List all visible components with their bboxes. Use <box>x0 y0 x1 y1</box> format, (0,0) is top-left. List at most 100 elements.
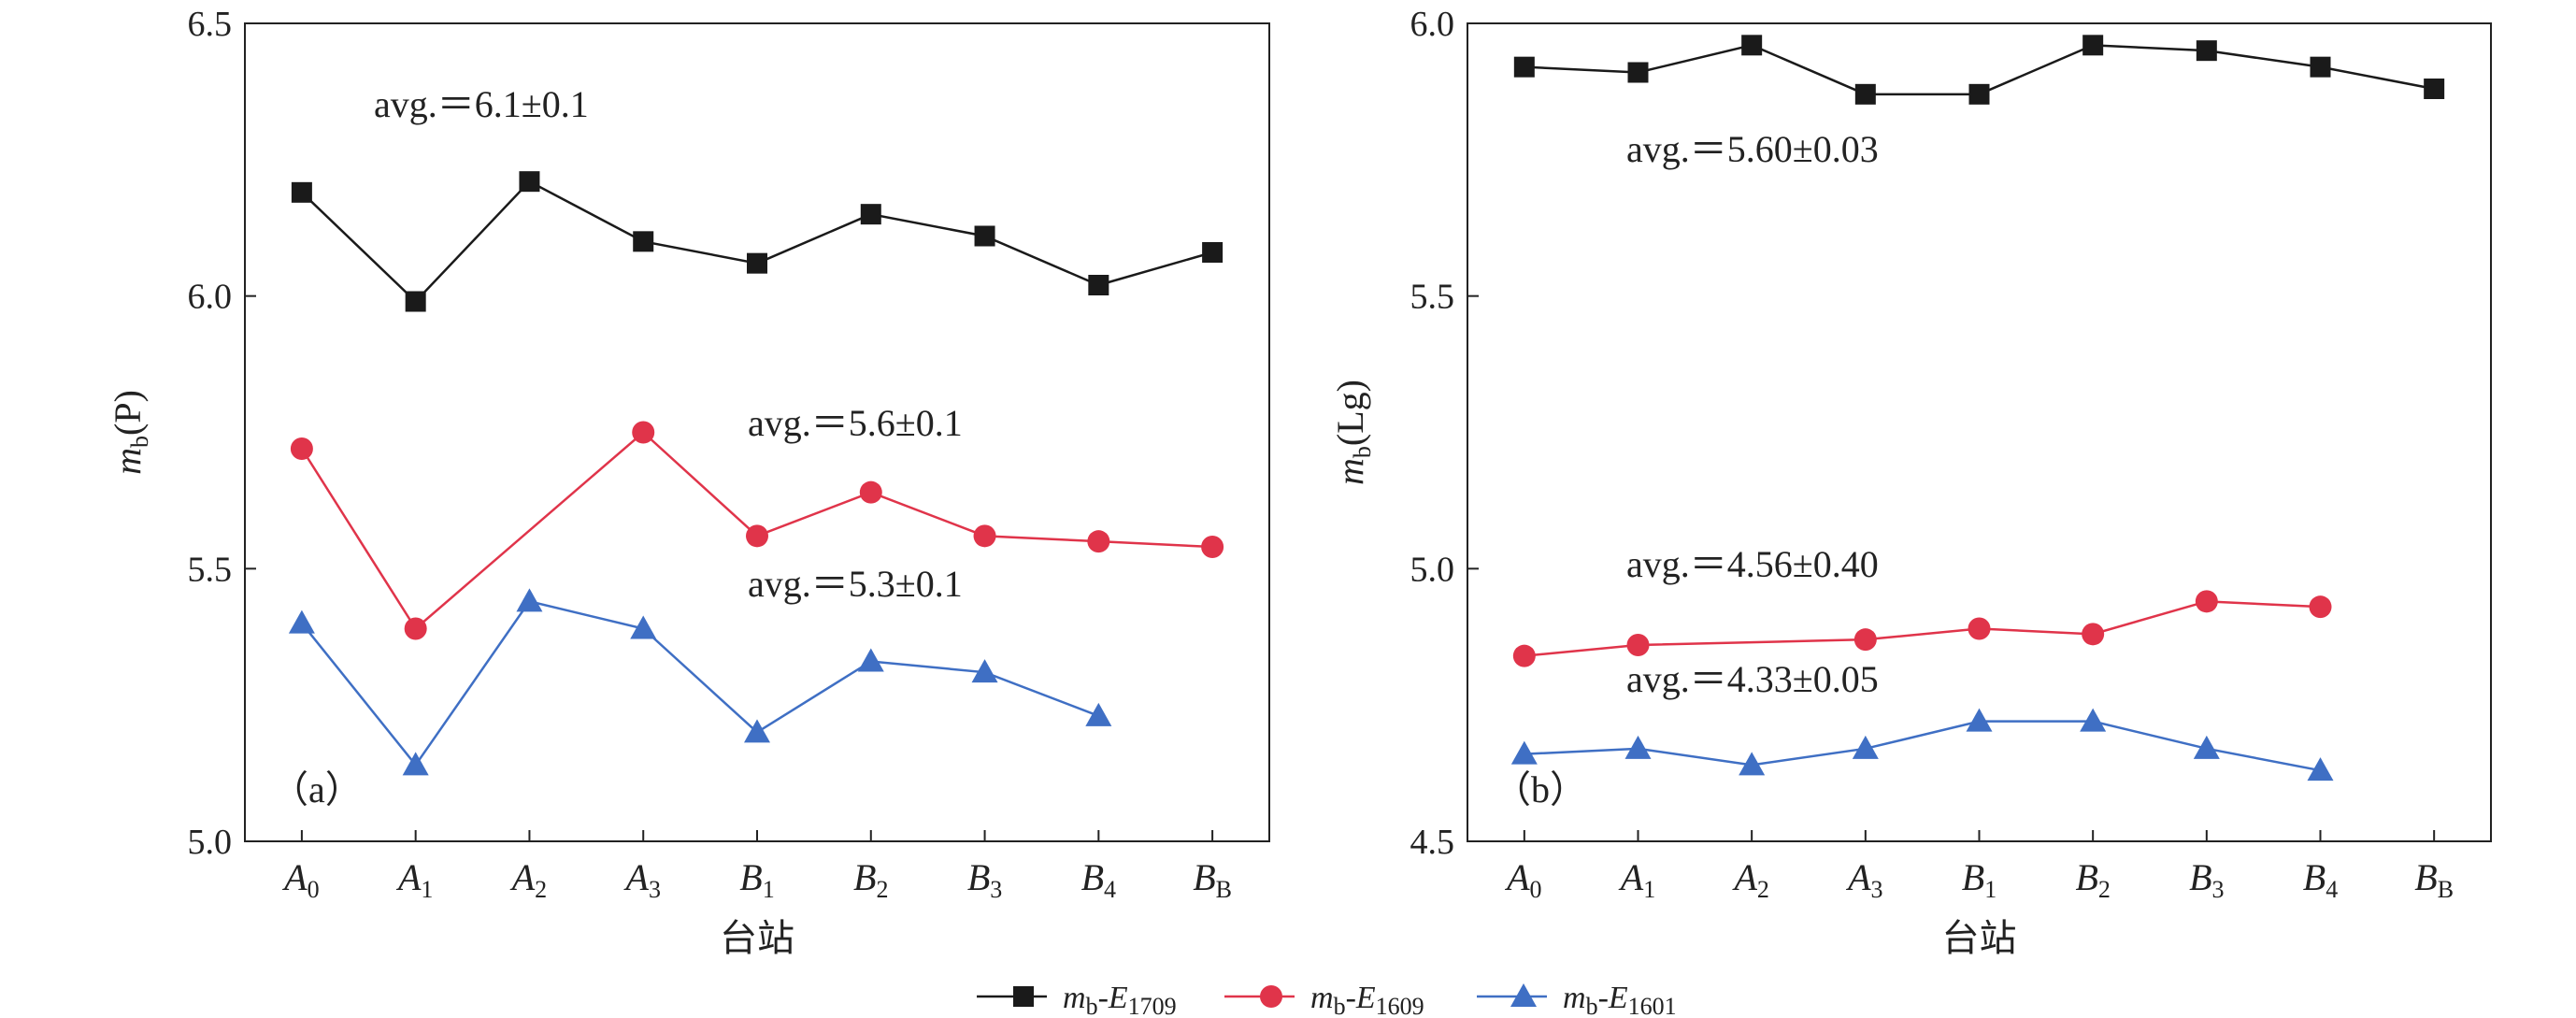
legend-marker <box>1510 983 1537 1007</box>
x-tick-sub: 1 <box>1643 876 1655 903</box>
data-point <box>1088 275 1109 295</box>
x-tick-main: A <box>1504 856 1530 898</box>
x-tick-label: BB <box>1193 856 1232 903</box>
x-tick-sub: 4 <box>1104 876 1116 903</box>
x-tick-label: B2 <box>853 856 888 903</box>
legend-main: m <box>1563 981 1586 1015</box>
x-tick-sub: 1 <box>1984 876 1996 903</box>
y-axis-label-rest: (P) <box>107 390 149 436</box>
data-point <box>288 609 315 634</box>
data-point <box>1202 242 1224 263</box>
y-axis-label-main: m <box>107 448 149 475</box>
x-tick-main: B <box>1081 856 1104 898</box>
legend-item-mb-E1709: mb-E1709 <box>977 981 1177 1018</box>
x-tick-sub: 1 <box>421 876 433 903</box>
x-tick-main: B <box>1962 856 1984 898</box>
legend-label: mb-E1601 <box>1563 981 1677 1018</box>
legend-main: m <box>1063 981 1086 1015</box>
data-point <box>2080 708 2107 732</box>
series-mb-E1601 <box>288 588 1112 776</box>
x-tick-main: B <box>2075 856 2097 898</box>
x-tick-main: B <box>853 856 876 898</box>
legend-label: mb-E1709 <box>1063 981 1177 1018</box>
data-point <box>2082 35 2104 56</box>
y-tick-label: 5.5 <box>1410 278 1455 317</box>
y-tick-label: 6.0 <box>1410 5 1455 44</box>
panel-a: 5.05.56.06.5A0 A1 A2 A3 B1 B2 B3 B4 BB台站mb(P)avg… <box>107 5 1270 959</box>
panel-label: （a） <box>271 768 363 810</box>
x-tick-label: A1 <box>395 856 433 903</box>
series-line <box>300 430 1213 631</box>
data-point <box>2082 623 2105 646</box>
data-point <box>405 291 426 312</box>
avg-annotation: avg.＝5.3±0.1 <box>748 563 963 605</box>
x-tick-sub: 1 <box>763 876 775 903</box>
x-tick-sub: 2 <box>1757 876 1769 903</box>
data-point <box>2195 590 2218 613</box>
legend-sub2: 1609 <box>1376 993 1424 1018</box>
x-tick-sub: 3 <box>1871 876 1883 903</box>
data-point <box>2193 735 2220 759</box>
y-tick-label: 6.0 <box>188 278 233 317</box>
x-tick-main: A <box>395 856 422 898</box>
data-point <box>747 252 767 274</box>
x-tick-label: B2 <box>2075 856 2110 903</box>
legend-sub1: b <box>1086 993 1098 1018</box>
x-tick-label: A3 <box>623 856 661 903</box>
x-tick-main: B <box>1193 856 1215 898</box>
data-point <box>1510 740 1538 765</box>
legend-item-mb-E1609: mb-E1609 <box>1224 981 1424 1018</box>
x-tick-main: A <box>623 856 650 898</box>
x-tick-label: B4 <box>2303 856 2338 903</box>
x-tick-sub: 2 <box>2098 876 2111 903</box>
data-point <box>402 752 429 776</box>
data-point <box>744 719 770 743</box>
x-tick-sub: 0 <box>1530 876 1542 903</box>
data-point <box>1513 56 1535 78</box>
series-mb-E1609 <box>290 421 1224 640</box>
x-tick-sub: 3 <box>990 876 1002 903</box>
x-tick-main: B <box>2189 856 2211 898</box>
x-tick-label: A0 <box>281 856 319 903</box>
data-point <box>1853 628 1877 652</box>
legend-marker <box>1013 986 1034 1007</box>
legend-mid: -E <box>1346 981 1376 1015</box>
series-mb-E1609 <box>1512 590 2332 667</box>
avg-annotation: avg.＝6.1±0.1 <box>374 83 589 125</box>
avg-annotation: avg.＝4.56±0.40 <box>1626 543 1879 585</box>
data-point <box>1626 634 1650 656</box>
x-tick-sub: 4 <box>2326 876 2338 903</box>
y-tick-label: 5.5 <box>188 550 233 589</box>
legend-sub1: b <box>1586 993 1598 1018</box>
avg-annotation: avg.＝4.33±0.05 <box>1626 658 1879 700</box>
series-line <box>300 599 1099 767</box>
data-point <box>1512 644 1536 667</box>
series-mb-E1601 <box>1510 708 2334 781</box>
data-point <box>974 225 995 247</box>
x-tick-label: BB <box>2414 856 2454 903</box>
x-tick-main: A <box>509 856 536 898</box>
data-point <box>860 204 881 225</box>
x-tick-main: A <box>1731 856 1757 898</box>
x-tick-main: B <box>967 856 990 898</box>
legend-sub1: b <box>1334 993 1346 1018</box>
data-point <box>291 181 312 203</box>
data-point <box>519 171 540 193</box>
x-tick-label: B3 <box>2189 856 2224 903</box>
data-point <box>1201 536 1224 558</box>
data-point <box>971 659 998 683</box>
x-tick-label: A1 <box>1618 856 1655 903</box>
x-tick-sub: B <box>1216 876 1232 903</box>
x-tick-label: A0 <box>1504 856 1541 903</box>
data-point <box>2307 757 2334 781</box>
x-tick-main: A <box>1618 856 1644 898</box>
y-axis-label-rest: (Lg) <box>1329 380 1371 446</box>
series-mb-E1709 <box>1513 35 2445 105</box>
y-axis-label: mb(P) <box>107 390 153 475</box>
data-point <box>859 480 882 504</box>
panel-label: （b） <box>1494 768 1587 810</box>
data-point <box>2309 595 2332 619</box>
y-tick-label: 5.0 <box>1410 550 1455 589</box>
data-point <box>1852 735 1879 759</box>
